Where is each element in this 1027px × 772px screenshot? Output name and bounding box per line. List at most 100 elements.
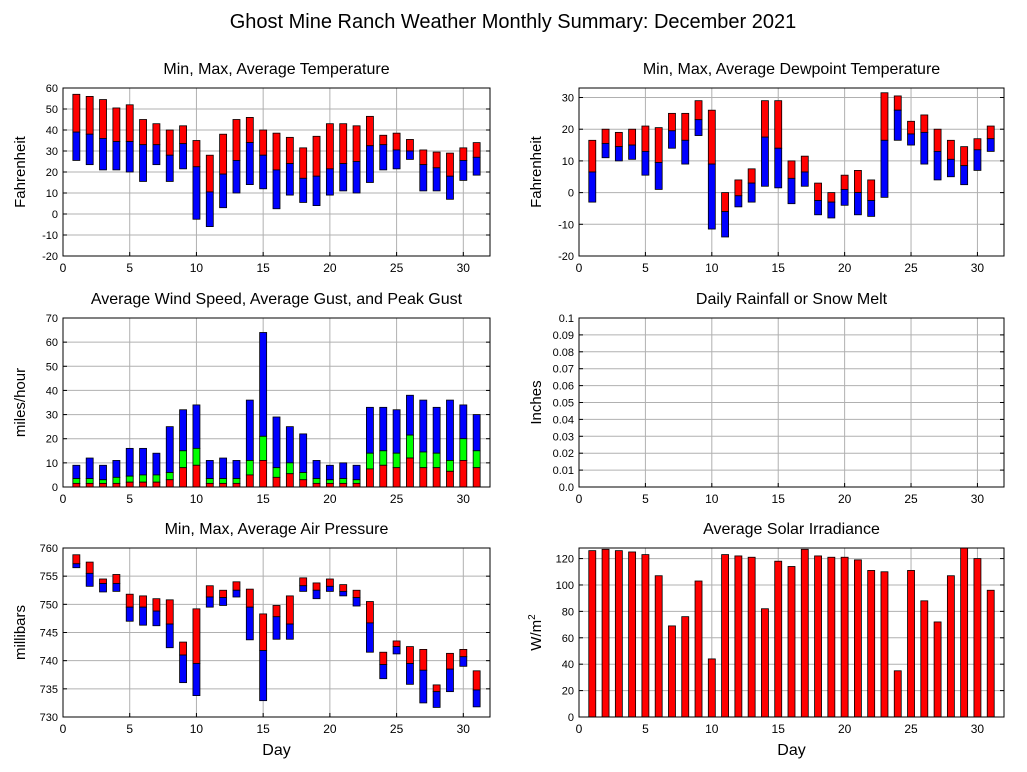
y-axis-label-text: W/m <box>528 620 545 651</box>
bar-average-gust <box>259 435 268 461</box>
bar-average-wind <box>446 470 454 488</box>
bar-max-segment <box>654 127 663 163</box>
bar-average-wind <box>72 482 81 488</box>
bar-max-segment <box>406 646 414 664</box>
bar-max-segment <box>139 595 147 608</box>
bar-average-gust <box>366 452 374 470</box>
bar-min-segment <box>459 160 468 181</box>
bar-max-segment <box>614 131 623 148</box>
bar-average-wind <box>192 464 201 488</box>
bar-min-segment <box>245 606 254 641</box>
bar-min-segment <box>192 663 201 696</box>
bar-max-segment <box>192 608 201 664</box>
bar-average-gust <box>125 475 134 483</box>
bar-max-segment <box>933 128 942 152</box>
bar-min-segment <box>867 200 876 217</box>
bar-min-segment <box>960 165 969 186</box>
bar-min-segment <box>827 201 836 219</box>
y-axis-label: Fahrenheit <box>528 135 545 208</box>
bar-peak-gust <box>472 414 481 452</box>
bar-min-segment <box>459 656 468 667</box>
y-tick-label: 20 <box>46 434 58 446</box>
plot-frame <box>62 87 491 257</box>
x-tick-label: 10 <box>190 261 204 275</box>
y-tick-label: 0.08 <box>553 347 574 359</box>
bar-min-segment <box>907 133 915 146</box>
bar-average-gust <box>299 472 308 481</box>
bar-value <box>588 550 597 718</box>
bar-value <box>827 556 836 718</box>
y-tick-label: 0 <box>568 188 574 200</box>
bar-max-segment <box>588 139 597 173</box>
x-tick-label: 5 <box>642 261 649 275</box>
bar-min-segment <box>419 164 428 192</box>
bar-value <box>707 658 716 718</box>
bar-min-segment <box>406 663 414 685</box>
bar-average-wind <box>139 481 147 488</box>
bar-value <box>946 575 955 718</box>
bar-average-gust <box>179 450 187 469</box>
bar-min-segment <box>99 583 107 593</box>
bar-max-segment <box>419 649 428 671</box>
x-tick-label: 0 <box>60 722 67 736</box>
y-tick-label: -20 <box>42 251 58 263</box>
bar-min-segment <box>774 147 783 189</box>
bar-min-segment <box>681 139 690 165</box>
chart-title: Daily Rainfall or Snow Melt <box>696 291 888 308</box>
x-tick-label: 25 <box>904 722 918 736</box>
bar-average-wind <box>245 474 254 488</box>
chart-panel-dew: Min, Max, Average Dewpoint Temperature -2… <box>528 61 1005 275</box>
x-tick-label: 15 <box>256 722 270 736</box>
bar-average-gust <box>432 452 441 469</box>
bar-min-segment <box>85 572 94 587</box>
bar-max-segment <box>946 139 955 160</box>
bar-max-segment <box>139 119 147 146</box>
bar-max-segment <box>125 593 134 608</box>
bar-value <box>694 580 703 718</box>
bar-min-segment <box>205 596 214 608</box>
bar-min-segment <box>112 141 121 171</box>
bar-min-segment <box>446 175 454 200</box>
bar-average-gust <box>272 467 281 478</box>
bar-value <box>628 551 637 718</box>
y-tick-label: -10 <box>558 219 574 231</box>
y-tick-label: 745 <box>40 628 58 640</box>
bar-max-segment <box>459 649 468 658</box>
bar-max-segment <box>893 95 902 111</box>
bar-max-segment <box>219 589 228 598</box>
bar-min-segment <box>366 145 374 183</box>
bar-peak-gust <box>432 406 441 454</box>
bar-min-segment <box>165 154 174 182</box>
bar-value <box>654 575 663 718</box>
bar-min-segment <box>893 109 902 141</box>
x-tick-label: 5 <box>126 492 133 506</box>
plot-frame <box>578 87 1005 257</box>
bar-max-segment <box>840 174 849 190</box>
bar-value <box>668 625 676 718</box>
bar-average-wind <box>259 460 268 488</box>
x-tick-label: 30 <box>457 261 471 275</box>
bar-min-segment <box>312 589 321 600</box>
bar-min-segment <box>312 175 321 206</box>
bar-average-gust <box>165 472 174 481</box>
bar-min-segment <box>379 144 388 171</box>
bar-max-segment <box>205 154 214 193</box>
bar-average-gust <box>245 460 254 476</box>
bar-average-wind <box>459 460 468 488</box>
x-axis-label: Day <box>262 742 290 759</box>
bar-max-segment <box>787 160 796 179</box>
bar-min-segment <box>272 169 281 210</box>
bar-peak-gust <box>232 460 241 479</box>
bar-average-wind <box>219 482 228 488</box>
chart-title: Min, Max, Average Air Pressure <box>165 521 389 538</box>
bar-average-wind <box>325 482 334 488</box>
bar-value <box>800 548 809 718</box>
bar-max-segment <box>85 96 94 135</box>
bar-min-segment <box>628 144 637 160</box>
bar-peak-gust <box>299 433 308 473</box>
bar-min-segment <box>72 131 81 161</box>
bar-average-wind <box>352 482 361 488</box>
bar-average-gust <box>392 452 401 469</box>
y-tick-label: 40 <box>46 125 58 137</box>
